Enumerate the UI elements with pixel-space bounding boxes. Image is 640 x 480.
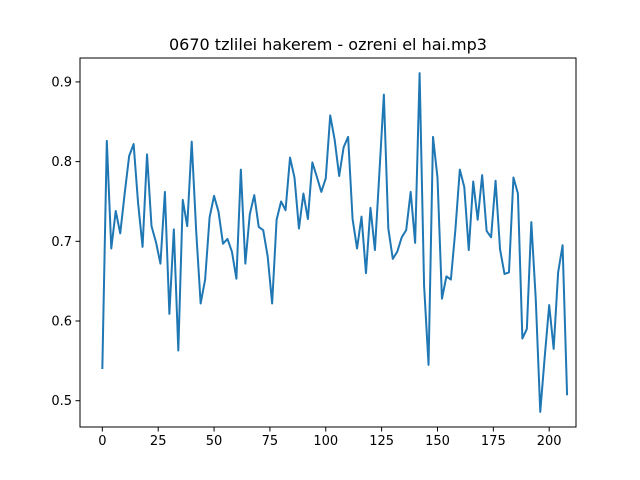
plot-area: 0 25 50 75 100 125 150 175 200 0.5 0.6 0.7 0.8 0.9	[51, 57, 577, 449]
x-tick-label: 25	[150, 434, 167, 449]
series-line-0	[101, 72, 569, 413]
x-tick-label: 150	[425, 434, 450, 449]
x-tick-label: 0	[98, 434, 106, 449]
y-tick-label: 0.5	[51, 394, 72, 409]
y-tick-label: 0.9	[51, 75, 72, 90]
x-tick-label: 125	[369, 434, 394, 449]
x-tick-label: 175	[481, 434, 506, 449]
y-tick-label: 0.7	[51, 235, 72, 250]
x-tick-label: 50	[206, 434, 223, 449]
axes-frame	[79, 57, 577, 428]
y-tick-label: 0.8	[51, 155, 72, 170]
x-tick-label: 200	[537, 434, 562, 449]
chart-title: 0670 tzlilei hakerem - ozreni el hai.mp3	[169, 35, 487, 54]
x-tick-label: 100	[313, 434, 338, 449]
y-tick-label: 0.6	[51, 315, 72, 330]
x-tick-label: 75	[262, 434, 279, 449]
